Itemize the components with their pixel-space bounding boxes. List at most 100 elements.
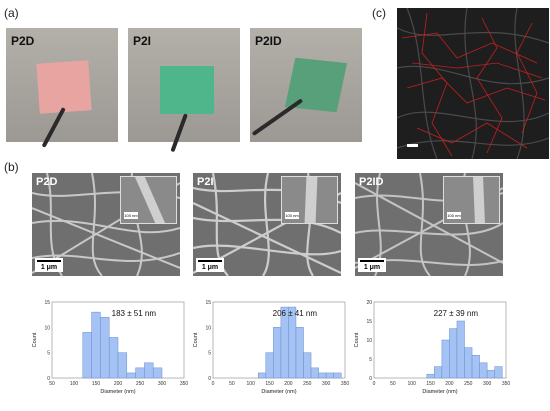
histogram-bar (325, 372, 334, 379)
histogram-bar (108, 337, 119, 379)
x-tick-label: 100 (70, 381, 79, 387)
sem-p2d: P2D 100 nm 1 μm (32, 173, 180, 276)
fabric-swatch (160, 66, 214, 114)
photo-label: P2D (11, 34, 35, 48)
histogram-bar (295, 327, 304, 379)
sem-label: P2D (36, 176, 58, 188)
sem-inset: 100 nm (443, 176, 500, 224)
histogram-bar (144, 362, 154, 379)
x-tick-label: 50 (49, 381, 55, 387)
y-tick-label: 0 (208, 376, 211, 382)
inset-scale-bar: 100 nm (285, 212, 299, 219)
mean-annotation: 227 ± 39 nm (434, 309, 479, 318)
photo-p2d: P2D (6, 28, 118, 148)
sem-inset: 100 nm (120, 176, 177, 224)
histogram-p2i: 0 50 100 150 200 250 300 350 0 5 10 15 Diameter (nm)… (189, 296, 351, 406)
mean-annotation: 183 ± 51 nm (112, 309, 157, 318)
y-tick-label: 5 (208, 351, 211, 357)
photo-label: P2ID (255, 34, 282, 48)
scale-bar (407, 144, 418, 147)
x-tick-label: 300 (158, 381, 167, 387)
fabric-swatch (36, 60, 92, 114)
y-tick-label: 10 (205, 325, 211, 331)
y-tick-label: 15 (366, 319, 372, 325)
fluorescence-image (397, 8, 549, 159)
histogram-bar (117, 352, 128, 379)
x-tick-label: 0 (212, 381, 215, 387)
histogram-bar (265, 352, 274, 379)
panel-label-b: (b) (4, 160, 19, 174)
histogram-p2d: 50 100 150 200 250 300 350 0 5 10 15 Diameter (nm) C… (28, 296, 190, 406)
histogram-bar (126, 372, 136, 379)
histogram-bar (434, 366, 443, 379)
mean-annotation: 206 ± 41 nm (273, 309, 318, 318)
x-tick-label: 200 (114, 381, 123, 387)
scale-bar: 1 μm (358, 258, 386, 272)
histogram-svg: 50 100 150 200 250 300 350 0 5 10 15 Diameter (nm) C… (32, 300, 188, 395)
fiber-network (397, 8, 549, 159)
histogram-bar (471, 354, 480, 379)
histogram-bar (91, 311, 101, 379)
x-axis-label: Diameter (nm) (261, 389, 296, 395)
x-tick-label: 50 (229, 381, 235, 387)
histogram-svg: 0 50 100 150 200 250 300 350 0 5 10 15 Diameter (nm)… (193, 300, 350, 395)
scale-label: 1 μm (201, 264, 219, 271)
histogram-bar (152, 367, 163, 379)
y-tick-label: 5 (47, 351, 50, 357)
scale-label: 1 μm (363, 264, 381, 271)
sem-p2id: P2ID 100 nm 1 μm (355, 173, 503, 276)
histogram-bar (273, 327, 282, 379)
histogram-bar (310, 367, 319, 379)
x-axis-label: Diameter (nm) (422, 389, 457, 395)
inset-scale-bar: 100 nm (447, 212, 461, 219)
y-tick-label: 0 (369, 376, 372, 382)
histogram-bar (135, 367, 145, 379)
sem-label: P2ID (359, 176, 384, 188)
x-tick-label: 250 (136, 381, 145, 387)
x-tick-label: 300 (322, 381, 331, 387)
histogram-bar (303, 352, 312, 379)
histogram-bar (100, 316, 110, 379)
histogram-bar (486, 370, 495, 379)
y-axis-label: Count (32, 332, 38, 347)
x-tick-label: 50 (390, 381, 396, 387)
scale-bar: 1 μm (196, 258, 224, 272)
panel-label-a: (a) (4, 6, 19, 20)
histogram-bar (426, 373, 435, 379)
histogram-bar (258, 372, 267, 379)
photo-label: P2I (133, 34, 152, 48)
x-tick-label: 350 (341, 381, 350, 387)
histogram-bar (479, 362, 488, 379)
x-tick-label: 200 (284, 381, 293, 387)
histogram-svg: 0 50 100 150 200 250 300 350 0 5 10 15 20 Diameter (n… (354, 300, 511, 395)
tweezers-icon (251, 98, 304, 137)
photo-p2i: P2I (128, 28, 240, 153)
x-tick-label: 150 (265, 381, 274, 387)
y-tick-label: 10 (366, 338, 372, 344)
x-axis-label: Diameter (nm) (100, 389, 135, 395)
histogram-bar (464, 347, 473, 379)
x-tick-label: 150 (92, 381, 101, 387)
y-tick-label: 20 (366, 300, 372, 306)
y-axis-label: Count (354, 332, 360, 347)
histogram-bar (449, 328, 458, 379)
scale-label: 1 μm (40, 264, 58, 271)
inset-scale-bar: 100 nm (124, 212, 138, 219)
sem-label: P2I (197, 176, 214, 188)
x-tick-label: 200 (445, 381, 454, 387)
histogram-bar (82, 332, 92, 379)
histogram-bar (318, 372, 327, 379)
sem-inset: 100 nm (281, 176, 338, 224)
tweezers-icon (170, 113, 188, 153)
y-axis-label: Count (193, 332, 199, 347)
histogram-bar (333, 372, 342, 379)
histogram-bar (494, 366, 503, 379)
x-tick-label: 100 (408, 381, 417, 387)
x-tick-label: 250 (464, 381, 473, 387)
x-tick-label: 300 (483, 381, 492, 387)
y-tick-label: 15 (205, 300, 211, 306)
y-tick-label: 10 (44, 325, 50, 331)
x-tick-label: 350 (502, 381, 511, 387)
y-tick-label: 5 (369, 357, 372, 363)
y-tick-label: 15 (44, 300, 50, 306)
